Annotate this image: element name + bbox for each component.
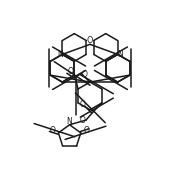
Text: O: O <box>82 70 88 79</box>
Text: O: O <box>50 126 56 135</box>
Text: N: N <box>117 50 123 59</box>
Text: O: O <box>83 126 89 135</box>
Text: N: N <box>67 117 73 126</box>
Text: O: O <box>80 100 86 109</box>
Text: N: N <box>57 50 63 59</box>
Text: O: O <box>68 67 74 76</box>
Text: O: O <box>80 116 86 125</box>
Text: O: O <box>87 36 93 45</box>
